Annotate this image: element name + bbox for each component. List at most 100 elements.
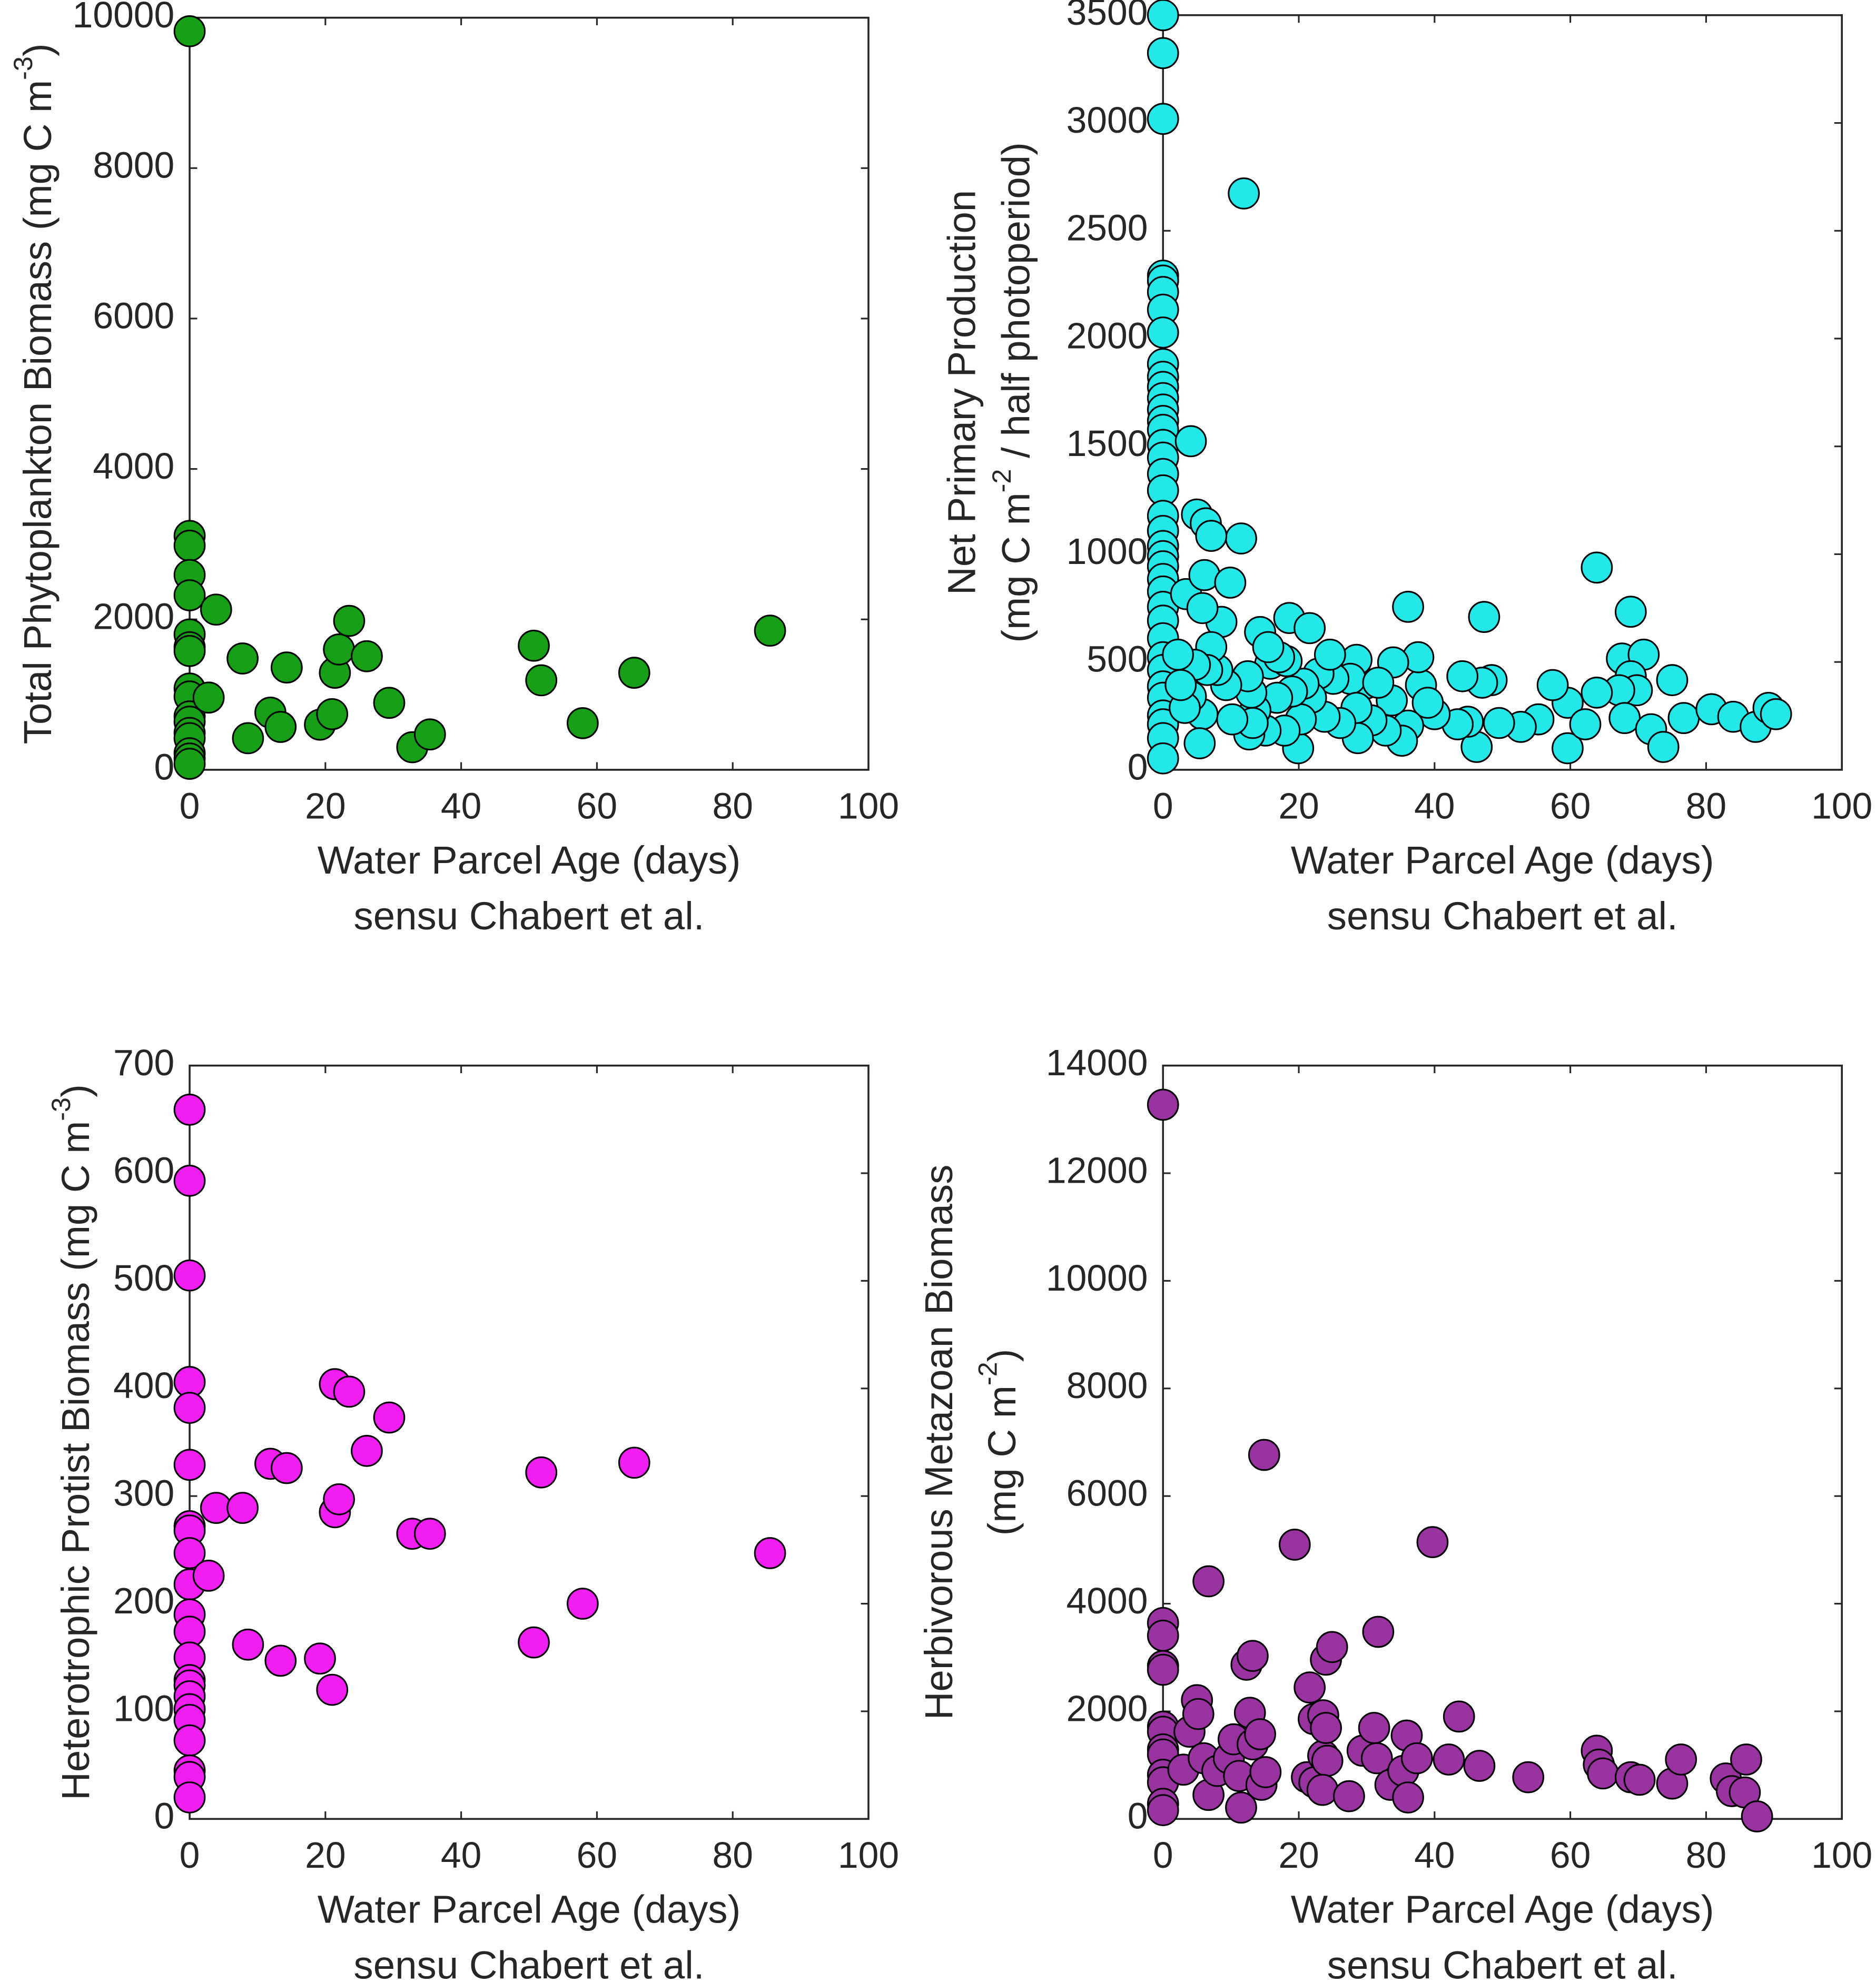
y-tick-label: 10000 xyxy=(73,0,175,35)
point xyxy=(1162,638,1194,671)
point xyxy=(1310,1712,1342,1744)
y-tick-label: 1000 xyxy=(1067,531,1148,572)
point xyxy=(173,1259,206,1292)
y-tick-label: 3000 xyxy=(1067,100,1148,141)
point xyxy=(1358,1712,1390,1744)
panel: 0 20 40 60 80 100 0 2000 4000 6000 8000 10000 Water … xyxy=(8,0,899,938)
point xyxy=(173,1724,206,1757)
x-axis-label: sensu Chabert et al. xyxy=(1327,894,1678,938)
label-part: (mg C m xyxy=(994,492,1038,642)
point xyxy=(1186,592,1219,625)
point xyxy=(173,15,206,47)
y-axis-label: Total Phytoplankton Biomass (mg C m-3) xyxy=(8,43,59,744)
point xyxy=(1249,1756,1282,1788)
point xyxy=(1581,551,1613,584)
superscript: -3 xyxy=(8,56,38,80)
point xyxy=(754,615,786,647)
point xyxy=(226,1492,259,1524)
point xyxy=(323,1483,355,1515)
superscript: -2 xyxy=(973,1362,1003,1385)
label-part: (mg C m xyxy=(980,1385,1024,1535)
y-tick-label: 2000 xyxy=(1067,1688,1148,1729)
point xyxy=(1311,1745,1344,1777)
point xyxy=(173,1392,206,1424)
point xyxy=(1147,1619,1179,1652)
y-axis-label: (mg C m-2) xyxy=(973,1349,1024,1536)
point xyxy=(1147,1088,1179,1121)
point xyxy=(1314,638,1346,671)
point xyxy=(518,629,550,662)
y-tick-label: 100 xyxy=(113,1688,174,1729)
point xyxy=(173,1781,206,1813)
x-tick-label: 100 xyxy=(838,1835,899,1876)
point xyxy=(373,687,406,719)
point xyxy=(1581,676,1613,709)
x-tick-label: 60 xyxy=(1550,786,1591,827)
y-tick-label: 12000 xyxy=(1046,1149,1148,1191)
label-part: Heterotrophic Protist Biomass (mg C m xyxy=(53,1121,97,1800)
x-tick-label: 60 xyxy=(577,1835,617,1876)
point xyxy=(1237,1640,1269,1672)
point xyxy=(270,651,303,684)
x-tick-label: 20 xyxy=(305,1835,345,1876)
y-tick-label: 2000 xyxy=(1067,315,1148,356)
y-tick-label: 2500 xyxy=(1067,207,1148,249)
point xyxy=(173,579,206,611)
point xyxy=(1665,1743,1697,1776)
point xyxy=(192,681,225,714)
point xyxy=(1214,567,1247,599)
point xyxy=(413,1518,446,1550)
point xyxy=(200,593,232,626)
y-tick-label: 2000 xyxy=(93,596,174,637)
point xyxy=(1392,1781,1424,1813)
point xyxy=(173,748,206,780)
superscript: -3 xyxy=(46,1097,76,1121)
x-axis-label: sensu Chabert et al. xyxy=(354,1943,705,1982)
point xyxy=(270,1452,303,1484)
point xyxy=(173,1164,206,1197)
point xyxy=(1228,177,1260,210)
point xyxy=(566,1588,599,1620)
point xyxy=(192,1560,225,1592)
y-axis-label: (mg C m-2 / half photoperiod) xyxy=(986,142,1038,643)
point xyxy=(1411,687,1444,719)
y-tick-label: 500 xyxy=(113,1257,174,1299)
x-tick-label: 80 xyxy=(1686,1835,1726,1876)
point xyxy=(413,718,446,751)
point xyxy=(1316,1631,1348,1663)
axes-box xyxy=(1162,1064,1843,1820)
point xyxy=(264,1644,297,1677)
point xyxy=(226,642,259,675)
axes-box xyxy=(189,1064,870,1820)
y-axis-label: Heterotrophic Protist Biomass (mg C m-3) xyxy=(46,1084,97,1800)
label-part: ) xyxy=(53,1084,97,1097)
point xyxy=(333,1375,366,1408)
point xyxy=(316,1673,349,1706)
x-tick-label: 20 xyxy=(1278,786,1319,827)
point xyxy=(1360,1742,1393,1775)
point xyxy=(754,1537,786,1569)
point xyxy=(351,640,383,672)
point xyxy=(1147,1653,1179,1686)
label-part: ) xyxy=(15,43,59,56)
point xyxy=(173,1537,206,1569)
y-tick-label: 3500 xyxy=(1067,0,1148,33)
x-tick-label: 0 xyxy=(1153,1835,1173,1876)
point xyxy=(1623,1763,1656,1796)
point xyxy=(566,707,599,739)
x-tick-label: 80 xyxy=(1686,786,1726,827)
point xyxy=(1225,1791,1257,1824)
point xyxy=(1552,732,1584,765)
point xyxy=(1667,702,1700,735)
point xyxy=(1569,708,1602,740)
point xyxy=(1730,1743,1762,1776)
point xyxy=(1225,522,1257,554)
x-axis-label: Water Parcel Age (days) xyxy=(318,838,741,882)
point xyxy=(618,657,650,689)
point xyxy=(173,1094,206,1126)
point xyxy=(1443,1700,1475,1733)
point xyxy=(323,633,355,666)
y-tick-label: 14000 xyxy=(1046,1042,1148,1083)
y-tick-label: 200 xyxy=(113,1580,174,1621)
